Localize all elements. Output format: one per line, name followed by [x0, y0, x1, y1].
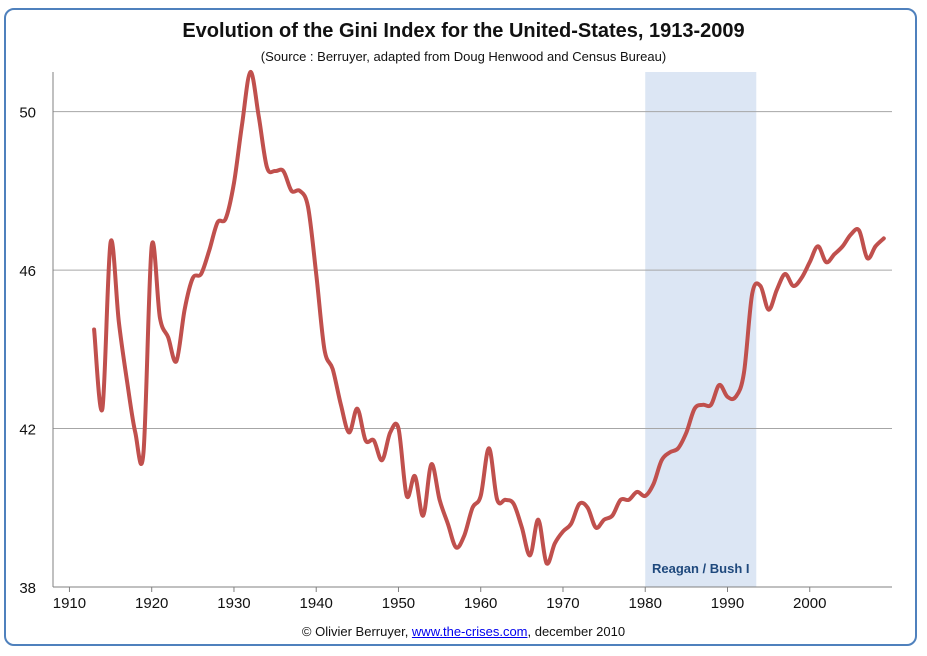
shaded-region: [645, 72, 757, 587]
y-tick-label: 42: [19, 422, 36, 439]
y-tick-label: 38: [19, 580, 36, 597]
x-tick-label: 1940: [300, 595, 333, 612]
x-tick-label: 1930: [217, 595, 250, 612]
series-line-gini: [92, 69, 886, 566]
x-tick-label: 1950: [382, 595, 415, 612]
x-tick-label: 1980: [629, 595, 662, 612]
footer-suffix: , december 2010: [527, 624, 626, 639]
x-tick-label: 1910: [53, 595, 86, 612]
x-tick-label: 1990: [711, 595, 744, 612]
shaded-region-label: Reagan / Bush I: [652, 561, 750, 576]
footer-credit: © Olivier Berruyer, www.the-crises.com, …: [0, 624, 927, 639]
footer-prefix: © Olivier Berruyer,: [301, 624, 412, 639]
x-tick-label: 1970: [546, 595, 579, 612]
y-tick-label: 50: [19, 105, 36, 122]
y-tick-label: 46: [19, 263, 36, 280]
footer-link[interactable]: www.the-crises.com: [411, 624, 528, 639]
x-tick-label: 1960: [464, 595, 497, 612]
x-tick-label: 1920: [135, 595, 168, 612]
x-tick-label: 2000: [793, 595, 826, 612]
chart-subtitle: (Source : Berruyer, adapted from Doug He…: [260, 49, 667, 64]
chart-title: Evolution of the Gini Index for the Unit…: [182, 20, 745, 42]
